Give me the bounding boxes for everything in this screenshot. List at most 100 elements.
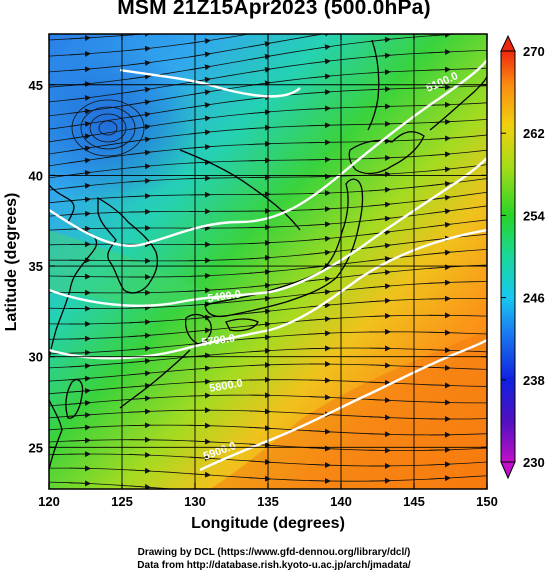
wind-arrow — [308, 462, 331, 469]
wind-arrow — [368, 431, 391, 438]
wind-arrow — [68, 437, 91, 444]
wind-arrow — [204, 488, 211, 489]
wind-arrow — [428, 180, 451, 187]
wind-arrow — [68, 157, 91, 164]
wind-arrow — [369, 495, 389, 496]
wind-arrow — [188, 438, 211, 445]
wind-arrow — [68, 387, 91, 394]
wind-arrow — [68, 362, 91, 369]
wind-arrow — [428, 151, 451, 158]
wind-arrow — [428, 221, 451, 228]
y-tick-label: 45 — [29, 78, 43, 93]
wind-arrow — [308, 428, 331, 435]
wind-arrow — [428, 475, 451, 482]
wind-arrow — [249, 17, 269, 20]
wind-arrow — [188, 287, 211, 294]
wind-arrow — [428, 249, 451, 256]
wind-arrow — [68, 95, 91, 102]
x-axis: 120 125 130 135 140 145 150 — [38, 34, 498, 509]
wind-arrow — [368, 269, 391, 276]
wind-arrow — [248, 109, 271, 116]
x-tick-label: 125 — [111, 494, 133, 509]
wind-arrow — [368, 154, 391, 161]
wind-arrow — [128, 99, 151, 106]
china-south-coast — [49, 399, 63, 471]
wind-arrow — [248, 239, 271, 246]
x-axis-label: Longitude (degrees) — [191, 515, 345, 532]
low-swirl — [89, 113, 127, 143]
contour-5800 — [49, 228, 487, 360]
wind-arrow — [428, 329, 451, 336]
contour-5100 — [119, 68, 301, 98]
wind-arrow — [128, 73, 151, 80]
wind-arrow — [369, 10, 389, 13]
wind-arrow — [308, 105, 331, 112]
wind-arrow — [68, 375, 91, 382]
wind-arrow — [444, 488, 451, 489]
korea-peninsula — [97, 196, 159, 294]
wind-arrow — [308, 235, 331, 242]
colorbar-max-triangle — [500, 34, 516, 52]
wind-arrow — [68, 133, 91, 140]
wind-arrow — [128, 163, 151, 170]
wind-arrow — [368, 312, 391, 319]
wind-arrow — [248, 254, 271, 261]
wind-arrow — [68, 480, 91, 487]
contour-label-5800: 5800.0 — [208, 377, 243, 395]
wind-arrow — [188, 159, 211, 166]
wind-arrow — [248, 295, 271, 302]
sakhalin — [367, 39, 380, 131]
wind-arrow — [188, 102, 211, 109]
low-swirl — [80, 106, 136, 150]
wind-arrow — [188, 38, 211, 45]
x-tick-label: 145 — [403, 494, 425, 509]
wind-arrow — [68, 196, 91, 203]
wind-arrow — [188, 51, 211, 58]
wind-arrow — [308, 44, 331, 51]
wind-arrow — [128, 136, 151, 143]
graticule — [49, 34, 487, 489]
wind-arrow — [308, 221, 331, 228]
wind-arrow — [368, 397, 391, 404]
colorbar-min-triangle — [500, 461, 516, 480]
x-tick-label: 120 — [38, 494, 60, 509]
wind-arrow — [248, 269, 271, 276]
cool-tongue — [49, 230, 220, 309]
y-axis-label: Latitude (degrees) — [3, 193, 20, 332]
x-tick-label: 140 — [330, 494, 352, 509]
wind-arrow — [368, 297, 391, 304]
colorbar-tick-label: 254 — [523, 208, 545, 223]
wind-arrow — [308, 73, 331, 80]
wind-arrow — [188, 392, 211, 399]
wind-arrow — [128, 370, 151, 377]
wind-arrow — [128, 60, 151, 67]
wind-arrow — [128, 193, 151, 200]
wind-arrow — [188, 272, 211, 279]
wind-arrow — [128, 358, 151, 365]
wind-arrow — [248, 334, 271, 341]
wind-arrow — [368, 283, 391, 290]
contour-label-5400: 5400.0 — [207, 288, 242, 305]
credit-data-source: Data from http://database.rish.kyoto-u.a… — [137, 560, 411, 571]
wind-arrow — [428, 347, 451, 354]
wind-arrow — [68, 145, 91, 152]
wind-arrow — [68, 349, 91, 356]
wind-arrow — [248, 124, 271, 131]
x-tick-label: 135 — [257, 494, 279, 509]
wind-arrow — [428, 135, 451, 142]
taiwan — [65, 379, 84, 419]
y-tick-label: 35 — [29, 259, 43, 274]
wind-arrow — [428, 399, 451, 406]
wind-arrow — [429, 18, 449, 20]
colorbar: 230 238 246 254 262 270 — [500, 34, 545, 480]
wind-arrow — [128, 467, 151, 474]
wind-arrow — [188, 89, 211, 96]
wind-arrow — [428, 446, 451, 453]
wind-arrow — [188, 64, 211, 71]
wind-arrow — [308, 276, 331, 283]
wind-arrow — [68, 35, 91, 42]
china-coast — [49, 184, 98, 361]
wind-arrow — [248, 458, 271, 465]
wind-arrow — [368, 171, 391, 178]
